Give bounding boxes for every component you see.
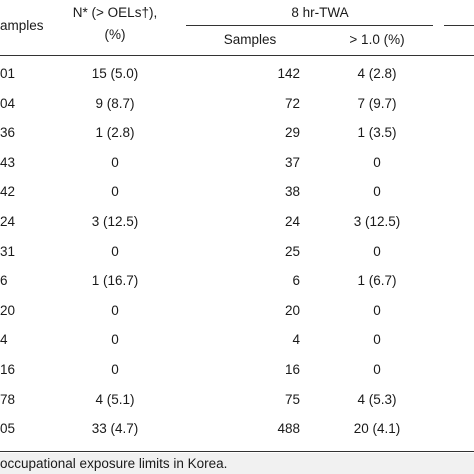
row-col-oels: 4 (5.1) — [95, 392, 135, 407]
header-bottom-rule — [0, 55, 474, 56]
footnote-band — [0, 453, 474, 474]
row-col-twa-exceed: 0 — [373, 155, 381, 170]
row-col-twa-samples: 37 — [284, 155, 300, 170]
group-underline — [186, 25, 433, 26]
row-col-samples: 36 — [0, 125, 16, 140]
row-col-oels: 3 (12.5) — [91, 214, 139, 229]
row-col-twa-exceed: 7 (9.7) — [357, 96, 397, 111]
row-col-twa-samples: 25 — [284, 244, 300, 259]
header-oels-percent: (%) — [104, 27, 126, 42]
row-col-samples: 42 — [0, 184, 16, 199]
table-bottom-rule — [0, 451, 474, 452]
row-col-twa-exceed: 1 (6.7) — [357, 273, 397, 288]
row-col-oels: 0 — [111, 303, 119, 318]
row-col-twa-exceed: 0 — [373, 244, 381, 259]
row-col-twa-samples: 16 — [284, 362, 300, 377]
row-col-twa-samples: 488 — [277, 421, 300, 436]
row-col-oels: 0 — [111, 332, 119, 347]
row-col-twa-exceed: 3 (12.5) — [353, 214, 401, 229]
row-col-twa-exceed: 0 — [373, 184, 381, 199]
row-col-twa-exceed: 1 (3.5) — [357, 125, 397, 140]
header-samples: amples — [0, 18, 44, 33]
row-col-oels: 9 (8.7) — [95, 96, 135, 111]
row-col-twa-samples: 6 — [292, 273, 300, 288]
row-col-twa-exceed: 20 (4.1) — [353, 421, 401, 436]
row-col-twa-samples: 20 — [284, 303, 300, 318]
header-oels: N* (> OELs†), — [62, 4, 168, 22]
row-col-twa-samples: 75 — [284, 392, 300, 407]
row-col-twa-exceed: 4 (5.3) — [357, 392, 397, 407]
row-col-oels: 33 (4.7) — [91, 421, 139, 436]
row-col-samples: 24 — [0, 214, 16, 229]
row-col-oels: 0 — [111, 362, 119, 377]
row-col-samples: 05 — [0, 421, 16, 436]
row-col-oels: 0 — [111, 244, 119, 259]
row-col-oels: 1 (16.7) — [91, 273, 139, 288]
row-col-twa-exceed: 0 — [373, 332, 381, 347]
row-col-twa-exceed: 0 — [373, 362, 381, 377]
row-col-oels: 1 (2.8) — [95, 125, 135, 140]
row-col-samples: 04 — [0, 96, 16, 111]
row-col-oels: 0 — [111, 155, 119, 170]
row-col-samples: 31 — [0, 244, 16, 259]
header-oels-line1: N* (> OELs†), — [72, 5, 158, 20]
row-col-samples: 01 — [0, 66, 16, 81]
row-col-samples: 4 — [0, 332, 8, 347]
row-col-twa-exceed: 0 — [373, 303, 381, 318]
row-col-oels: 0 — [111, 184, 119, 199]
row-col-twa-samples: 142 — [277, 66, 300, 81]
header-group-8hr-twa: 8 hr-TWA — [291, 5, 349, 20]
group-underline-right — [444, 25, 474, 26]
header-twa-samples: Samples — [223, 32, 277, 47]
row-col-twa-exceed: 4 (2.8) — [357, 66, 397, 81]
row-col-samples: 78 — [0, 392, 16, 407]
row-col-samples: 16 — [0, 362, 16, 377]
header-twa-exceed: > 1.0 (%) — [349, 32, 405, 47]
row-col-twa-samples: 72 — [284, 96, 300, 111]
row-col-twa-samples: 29 — [284, 125, 300, 140]
footnote: occupational exposure limits in Korea. — [0, 456, 228, 471]
row-col-twa-samples: 4 — [292, 332, 300, 347]
row-col-samples: 43 — [0, 155, 16, 170]
row-col-samples: 6 — [0, 273, 8, 288]
row-col-samples: 20 — [0, 303, 16, 318]
row-col-twa-samples: 38 — [284, 184, 300, 199]
row-col-oels: 15 (5.0) — [91, 66, 139, 81]
row-col-twa-samples: 24 — [284, 214, 300, 229]
